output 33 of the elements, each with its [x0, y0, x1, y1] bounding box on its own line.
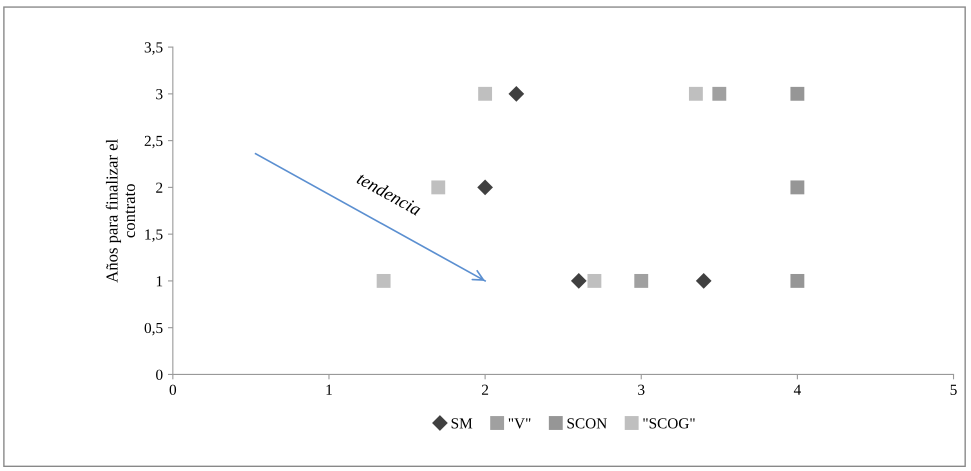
- y-tick-label: 3,5: [144, 42, 163, 55]
- point: [712, 86, 726, 101]
- point: [634, 274, 648, 288]
- point: [688, 86, 703, 101]
- y-tick-label: 1,5: [145, 229, 163, 242]
- point: [376, 274, 391, 288]
- legend-label: "V": [508, 418, 530, 429]
- point: [587, 274, 602, 288]
- y-tick-label: 3: [156, 89, 163, 100]
- point: [477, 180, 493, 196]
- x-tick-label: 3: [638, 384, 644, 395]
- point: [790, 180, 804, 194]
- y-tick-label: 0: [156, 370, 163, 380]
- point: [431, 180, 446, 194]
- point: [570, 273, 587, 289]
- point: [696, 273, 712, 289]
- x-tick-label: 4: [794, 384, 801, 395]
- x-tick-label: 0: [170, 384, 176, 395]
- point: [790, 274, 804, 288]
- point: [508, 86, 524, 102]
- point: [790, 86, 804, 101]
- point: [478, 86, 492, 101]
- x-tick-label: 5: [950, 384, 957, 395]
- x-tick-label: 1: [326, 384, 332, 395]
- legend-label: "SCOG": [643, 418, 695, 428]
- legend-label: SM: [452, 418, 472, 428]
- y-axis-title: Años para finalizar el contrato: [106, 139, 136, 283]
- legend-label: SCON: [568, 418, 607, 428]
- y-tick-label: 2: [156, 182, 162, 193]
- y-tick-label: 1: [156, 276, 162, 286]
- y-tick-label: 0,5: [144, 322, 163, 336]
- x-tick-label: 2: [482, 384, 488, 395]
- y-tick-label: 2,5: [144, 136, 163, 148]
